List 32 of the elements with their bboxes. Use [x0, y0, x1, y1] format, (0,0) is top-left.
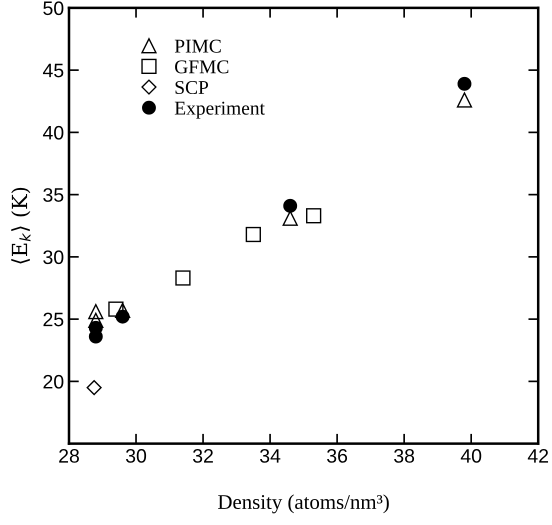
- x-tick-label: 34: [260, 449, 280, 463]
- legend-label: GFMC: [175, 60, 228, 74]
- point: [456, 92, 472, 108]
- y-tick-label: 50: [43, 1, 64, 16]
- point: [246, 226, 261, 242]
- x-tick-label: 28: [59, 449, 79, 463]
- point: [306, 208, 322, 224]
- legend-label: SCP: [176, 80, 208, 94]
- y-tick-label: 25: [43, 312, 64, 326]
- point: [116, 310, 130, 324]
- x-tick-label: 32: [192, 449, 213, 463]
- y-tick-label: 30: [43, 250, 64, 264]
- x-tick-label: 36: [327, 449, 348, 463]
- y-axis-title: ⟨E$_{k}$⟩ (K): [11, 188, 30, 264]
- x-tick-label: 38: [394, 449, 414, 463]
- y-tick-label: 40: [42, 126, 64, 140]
- y-tick-label: 35: [43, 188, 64, 202]
- legend-label: PIMC: [174, 40, 221, 53]
- x-axis-title: Density (atoms/nm³): [218, 494, 389, 514]
- x-tick-label: 40: [460, 449, 482, 463]
- legend-label: Experiment: [174, 102, 265, 119]
- point: [86, 380, 102, 396]
- point: [175, 270, 191, 286]
- point: [283, 198, 298, 213]
- point: [458, 76, 472, 91]
- x-tick-label: 42: [528, 449, 548, 463]
- point: [282, 210, 298, 226]
- point: [108, 302, 124, 317]
- x-tick-label: 30: [126, 449, 146, 463]
- y-tick-label: 20: [43, 374, 64, 389]
- point: [88, 304, 104, 320]
- y-tick-label: 45: [42, 64, 64, 78]
